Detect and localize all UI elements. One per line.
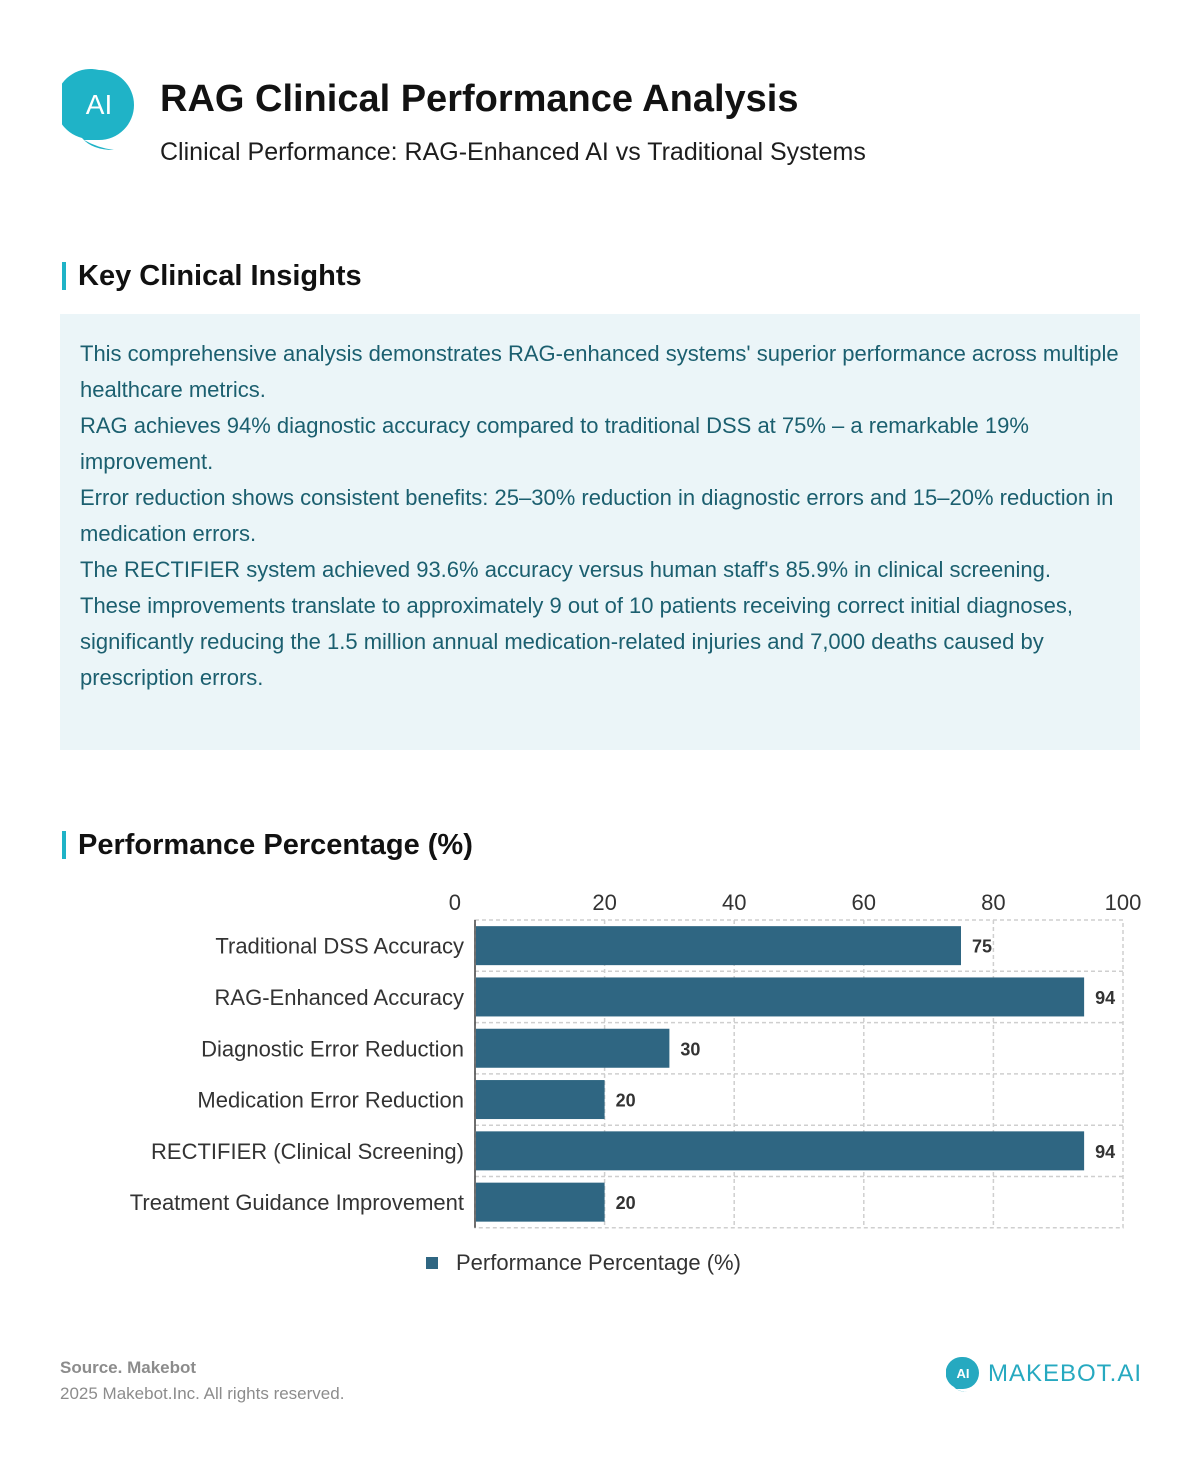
data-label: 20 <box>616 1193 636 1213</box>
section-accent-bar <box>62 831 66 859</box>
section-accent-bar <box>62 262 66 290</box>
category-label: Traditional DSS Accuracy <box>215 934 464 959</box>
brand-name: MAKEBOT.AI <box>987 1360 1142 1387</box>
insight-paragraph: This comprehensive analysis demonstrates… <box>80 341 1119 402</box>
bar <box>476 926 961 966</box>
footer-source: Source. Makebot <box>60 1358 197 1377</box>
page-title: RAG Clinical Performance Analysis <box>160 78 799 120</box>
insight-paragraph: The RECTIFIER system achieved 93.6% accu… <box>80 557 1051 582</box>
x-tick-label: 0 <box>449 890 461 915</box>
category-label: RECTIFIER (Clinical Screening) <box>151 1139 464 1164</box>
footer-copyright: 2025 Makebot.Inc. All rights reserved. <box>60 1384 345 1403</box>
x-tick-label: 80 <box>981 890 1005 915</box>
makebot-ai-logo-icon: AI <box>945 1356 979 1392</box>
brand-icon-text: AI <box>956 1366 969 1381</box>
brand-logo: AI MAKEBOT.AI <box>945 1356 1142 1392</box>
bar <box>476 1080 605 1120</box>
ai-speech-bubble-icon: AI <box>62 68 134 150</box>
legend-label: Performance Percentage (%) <box>456 1250 741 1275</box>
insights-heading: Key Clinical Insights <box>62 258 362 294</box>
legend-swatch <box>426 1257 438 1269</box>
category-label: Medication Error Reduction <box>197 1088 464 1113</box>
data-label: 30 <box>680 1039 700 1059</box>
insight-paragraph: These improvements translate to approxim… <box>80 593 1073 690</box>
chart-legend: Performance Percentage (%) <box>426 1248 741 1278</box>
bar <box>476 977 1085 1017</box>
data-label: 94 <box>1095 988 1115 1008</box>
category-label: RAG-Enhanced Accuracy <box>215 985 464 1010</box>
insight-paragraph: Error reduction shows consistent benefit… <box>80 485 1114 546</box>
bar-chart-svg: 0 20 40 60 80 100 Traditional DSS Accuracy 75 RA… <box>130 890 1142 1229</box>
category-label: Diagnostic Error Reduction <box>201 1036 464 1061</box>
page-header: AI RAG Clinical Performance Analysis Cli… <box>62 68 1142 178</box>
insight-paragraph: RAG achieves 94% diagnostic accuracy com… <box>80 413 1029 474</box>
data-label: 75 <box>972 937 992 957</box>
category-label: Treatment Guidance Improvement <box>130 1190 464 1215</box>
x-tick-label: 60 <box>852 890 876 915</box>
chart-heading: Performance Percentage (%) <box>62 827 473 863</box>
x-tick-label: 100 <box>1105 890 1142 915</box>
page-subtitle: Clinical Performance: RAG-Enhanced AI vs… <box>160 138 866 166</box>
data-label: 94 <box>1095 1142 1115 1162</box>
insights-panel: This comprehensive analysis demonstrates… <box>60 314 1140 750</box>
bar <box>476 1182 605 1222</box>
x-tick-label: 40 <box>722 890 746 915</box>
x-tick-label: 20 <box>592 890 616 915</box>
data-label: 20 <box>616 1091 636 1111</box>
bar <box>476 1131 1085 1171</box>
insights-heading-text: Key Clinical Insights <box>78 259 362 292</box>
logo-text: AI <box>86 89 112 120</box>
bar <box>476 1028 670 1068</box>
chart-heading-text: Performance Percentage (%) <box>78 828 473 861</box>
bar-chart: 0 20 40 60 80 100 Traditional DSS Accuracy 75 RA… <box>0 880 1200 1290</box>
